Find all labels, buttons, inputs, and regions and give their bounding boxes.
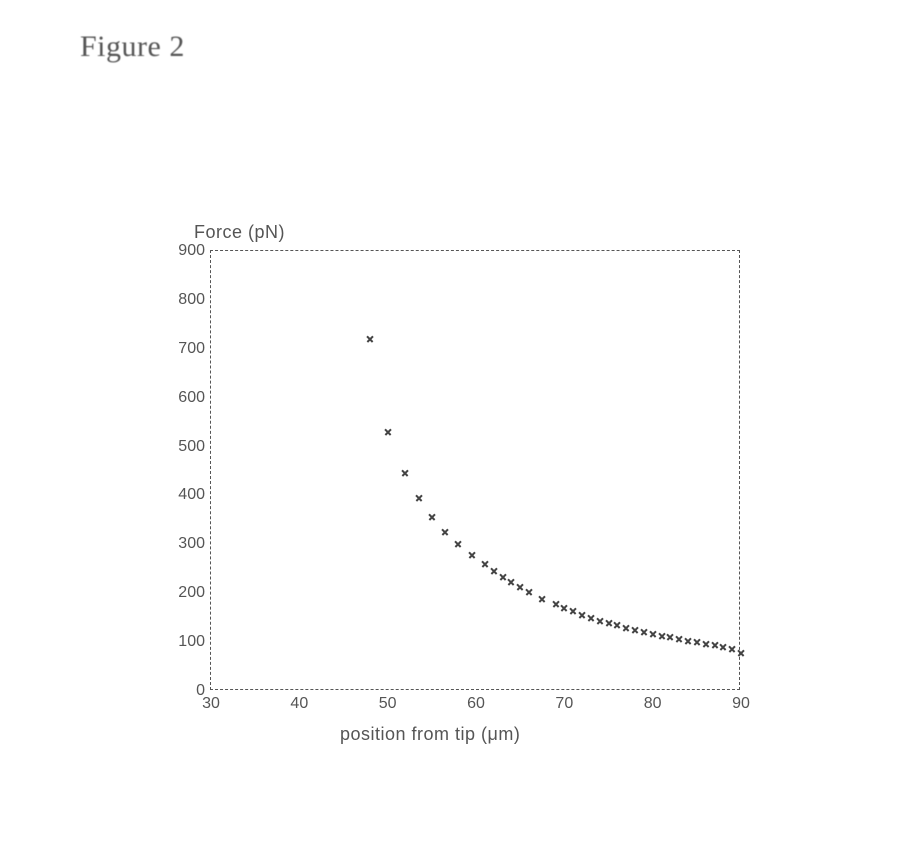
data-point	[728, 645, 736, 653]
data-point	[507, 578, 515, 586]
data-point	[684, 637, 692, 645]
data-point	[552, 600, 560, 608]
data-point	[468, 551, 476, 559]
figure-title: Figure 2	[80, 30, 185, 64]
data-point	[415, 494, 423, 502]
data-point	[737, 649, 745, 657]
x-tick-label: 40	[290, 695, 308, 713]
y-axis-label: Force (pN)	[194, 222, 285, 243]
data-point	[481, 560, 489, 568]
data-point	[516, 583, 524, 591]
data-point	[719, 643, 727, 651]
y-tick-label: 100	[178, 633, 205, 651]
x-axis-label: position from tip (μm)	[340, 724, 520, 745]
y-tick-label: 200	[178, 584, 205, 602]
data-point	[622, 624, 630, 632]
x-tick-label: 70	[555, 695, 573, 713]
data-point	[666, 633, 674, 641]
y-tick-label: 900	[178, 242, 205, 260]
data-point	[702, 640, 710, 648]
data-point	[525, 588, 533, 596]
data-point	[658, 632, 666, 640]
data-point	[366, 335, 374, 343]
x-tick-label: 50	[379, 695, 397, 713]
x-tick-label: 30	[202, 695, 220, 713]
data-point	[613, 621, 621, 629]
data-point	[560, 604, 568, 612]
y-tick-label: 800	[178, 291, 205, 309]
data-point	[596, 617, 604, 625]
data-point	[649, 630, 657, 638]
data-point	[578, 611, 586, 619]
data-point	[693, 638, 701, 646]
data-point	[675, 635, 683, 643]
data-point	[538, 595, 546, 603]
plot-area: 0100200300400500600700800900304050607080…	[210, 250, 740, 690]
x-tick-label: 60	[467, 695, 485, 713]
data-point	[428, 513, 436, 521]
y-tick-label: 300	[178, 535, 205, 553]
x-tick-label: 90	[732, 695, 750, 713]
data-point	[640, 628, 648, 636]
data-point	[441, 528, 449, 536]
data-point	[499, 573, 507, 581]
force-position-chart: Force (pN) 01002003004005006007008009003…	[150, 250, 680, 690]
data-point	[631, 626, 639, 634]
data-point	[569, 607, 577, 615]
data-point	[454, 540, 462, 548]
data-point	[711, 641, 719, 649]
y-tick-label: 400	[178, 486, 205, 504]
y-tick-label: 500	[178, 438, 205, 456]
y-tick-label: 700	[178, 340, 205, 358]
data-point	[490, 567, 498, 575]
data-point	[587, 614, 595, 622]
y-tick-label: 600	[178, 389, 205, 407]
data-point	[384, 428, 392, 436]
data-point	[401, 469, 409, 477]
x-tick-label: 80	[644, 695, 662, 713]
data-point	[605, 619, 613, 627]
